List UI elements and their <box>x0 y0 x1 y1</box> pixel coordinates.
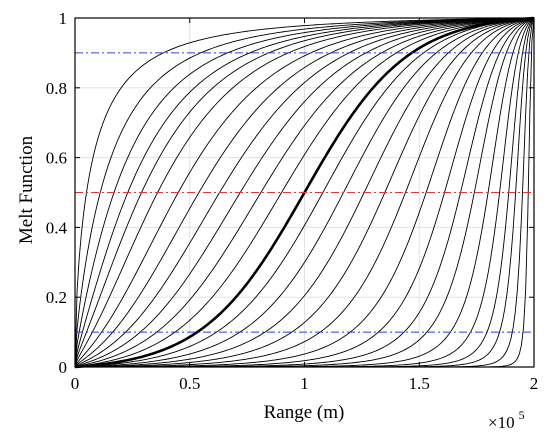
melt-curve <box>74 17 535 368</box>
y-tick-label: 0.2 <box>46 288 67 307</box>
y-tick-labels: 0 0.2 0.4 0.6 0.8 1 <box>46 9 68 377</box>
x-tick-label: 2 <box>530 374 539 393</box>
x-tick-labels: 0 0.5 1 1.5 2 <box>71 374 539 393</box>
x-axis-label: Range (m) <box>264 402 345 423</box>
melt-curve <box>74 17 535 368</box>
melt-curve <box>74 17 535 368</box>
y-tick-label: 0.6 <box>46 149 67 168</box>
y-tick-label: 0.4 <box>46 218 68 237</box>
melt-curve <box>75 17 535 368</box>
x-tick-label: 1 <box>300 374 309 393</box>
melt-curve <box>74 17 535 368</box>
y-axis-label: Melt Function <box>16 135 37 244</box>
x-tick-label: 0.5 <box>179 374 200 393</box>
melt-curve <box>74 17 535 368</box>
melt-curve <box>74 17 535 368</box>
y-tick-label: 0.8 <box>46 79 67 98</box>
x-axis-multiplier-base: ×10 <box>488 413 515 432</box>
melt-curve <box>74 17 535 368</box>
y-tick-label: 1 <box>59 9 68 28</box>
x-tick-label: 1.5 <box>409 374 430 393</box>
melt-curve <box>75 17 535 368</box>
melt-curve <box>74 17 535 368</box>
melt-curve <box>74 17 535 368</box>
melt-curve <box>74 17 535 368</box>
tick-marks <box>74 17 535 368</box>
x-axis-multiplier-exponent: 5 <box>519 408 525 422</box>
reference-lines <box>75 52 534 333</box>
y-tick-label: 0 <box>59 358 68 377</box>
melt-curve <box>74 17 535 368</box>
x-tick-label: 0 <box>71 374 80 393</box>
x-axis-multiplier: ×10 5 <box>488 408 525 432</box>
